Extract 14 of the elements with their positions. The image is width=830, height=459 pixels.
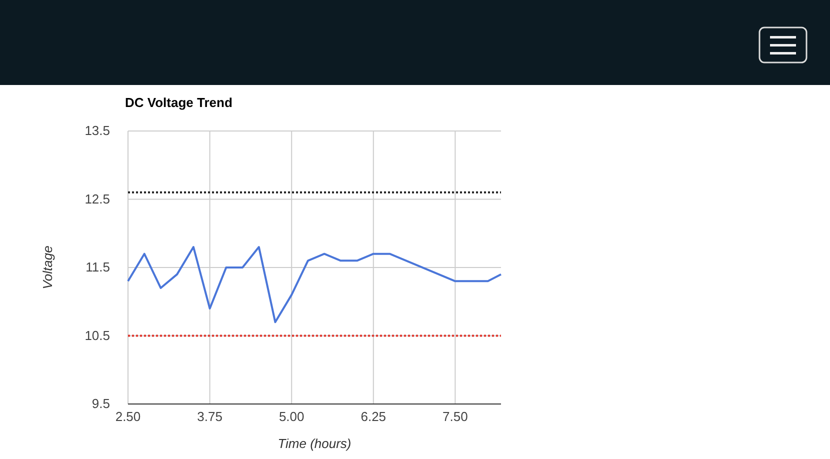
y-tick-label: 10.5 xyxy=(84,328,110,343)
line-series xyxy=(127,246,502,324)
x-tick-label: 5.00 xyxy=(278,409,304,424)
y-tick-label: 9.5 xyxy=(92,396,110,412)
y-tick-label: 13.5 xyxy=(84,123,110,138)
x-tick-label: 7.50 xyxy=(442,409,468,424)
y-tick-label: 11.5 xyxy=(86,260,110,275)
y-axis-title: Voltage xyxy=(40,246,55,290)
x-tick-label: 6.25 xyxy=(360,409,386,424)
x-tick-label: 2.50 xyxy=(115,409,141,424)
chart-title: DC Voltage Trend xyxy=(125,95,232,110)
x-axis-title: Time (hours) xyxy=(278,436,352,451)
x-tick-label: 3.75 xyxy=(197,409,222,424)
y-tick-label: 12.5 xyxy=(84,191,110,206)
